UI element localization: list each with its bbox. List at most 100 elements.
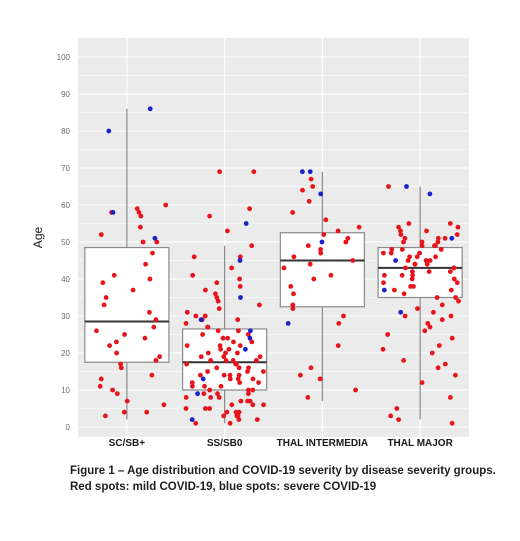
caption-line-1: Figure 1 – Age distribution and COVID-19… <box>70 465 496 477</box>
data-point <box>442 235 448 241</box>
data-point <box>401 291 407 297</box>
data-point <box>392 287 397 293</box>
data-point <box>136 210 142 215</box>
data-point <box>235 350 240 356</box>
data-point <box>403 265 408 271</box>
y-tick-label: 10 <box>61 386 70 395</box>
data-point <box>221 354 227 360</box>
data-point <box>237 276 243 282</box>
data-point <box>281 265 287 271</box>
data-point <box>431 309 436 315</box>
data-point <box>118 361 123 367</box>
data-point <box>130 287 136 293</box>
data-point <box>134 206 140 212</box>
data-point <box>147 106 153 112</box>
data-point <box>110 210 116 215</box>
data-point <box>435 365 441 371</box>
data-point <box>245 332 251 337</box>
data-point <box>399 247 405 252</box>
data-point <box>205 350 211 356</box>
data-point <box>224 409 230 415</box>
data-point <box>449 235 455 241</box>
data-point <box>223 350 228 356</box>
data-point <box>150 250 155 256</box>
data-point <box>149 372 155 378</box>
data-point <box>256 380 261 385</box>
data-point <box>388 250 394 256</box>
data-point <box>415 306 420 311</box>
data-point <box>106 128 112 134</box>
data-point <box>306 198 312 204</box>
data-point <box>250 387 256 393</box>
data-point <box>227 372 233 378</box>
data-point <box>202 313 208 319</box>
data-point <box>201 391 207 397</box>
data-point <box>257 354 263 360</box>
data-point <box>419 239 425 245</box>
data-point <box>217 169 223 175</box>
data-point <box>215 391 220 397</box>
data-point <box>184 309 190 315</box>
data-point <box>144 409 150 415</box>
data-point <box>453 372 458 378</box>
data-point <box>424 228 429 234</box>
data-point <box>216 306 222 311</box>
data-point <box>138 224 143 230</box>
y-tick-label: 0 <box>66 423 71 432</box>
data-point <box>234 413 240 419</box>
data-point <box>214 280 220 286</box>
x-category-label: THAL INTERMEDIA <box>277 438 368 449</box>
data-point <box>203 287 208 293</box>
data-point <box>429 350 435 356</box>
data-point <box>215 298 221 304</box>
data-point <box>157 354 163 360</box>
data-point <box>247 335 253 341</box>
data-point <box>385 332 391 337</box>
data-point <box>114 350 119 356</box>
data-point <box>398 228 403 234</box>
data-point <box>217 343 223 348</box>
data-point <box>147 309 152 315</box>
data-point <box>202 383 207 389</box>
x-category-label: SS/SB0 <box>207 438 243 449</box>
data-point <box>229 402 235 408</box>
data-point <box>215 328 221 334</box>
data-point <box>305 395 311 400</box>
data-point <box>163 202 169 208</box>
data-point <box>409 276 415 282</box>
data-point <box>214 295 220 300</box>
data-point <box>231 339 236 345</box>
data-point <box>221 413 227 419</box>
data-point <box>97 383 103 389</box>
data-point <box>118 365 124 371</box>
data-point <box>190 383 195 389</box>
data-point <box>435 235 441 241</box>
y-axis-label: Age <box>31 227 45 249</box>
data-point <box>456 298 461 304</box>
data-point <box>311 276 317 282</box>
data-point <box>100 280 106 286</box>
data-point <box>191 254 197 260</box>
data-point <box>154 239 160 245</box>
data-point <box>229 265 235 271</box>
data-point <box>435 239 441 245</box>
data-point <box>453 295 458 300</box>
data-point <box>454 280 460 286</box>
data-point <box>401 358 406 363</box>
data-point <box>205 369 211 374</box>
data-point <box>235 317 241 323</box>
data-point <box>227 376 233 382</box>
data-point <box>407 254 412 260</box>
data-point <box>110 387 115 393</box>
data-point <box>237 343 243 348</box>
x-category-label: SC/SB+ <box>109 438 146 449</box>
data-point <box>401 239 406 245</box>
data-point <box>147 276 153 282</box>
data-point <box>236 417 242 422</box>
data-point <box>193 420 199 426</box>
data-point <box>439 317 445 323</box>
data-point <box>328 272 334 278</box>
data-point <box>447 269 453 274</box>
data-point <box>381 287 387 293</box>
data-point <box>236 409 242 415</box>
